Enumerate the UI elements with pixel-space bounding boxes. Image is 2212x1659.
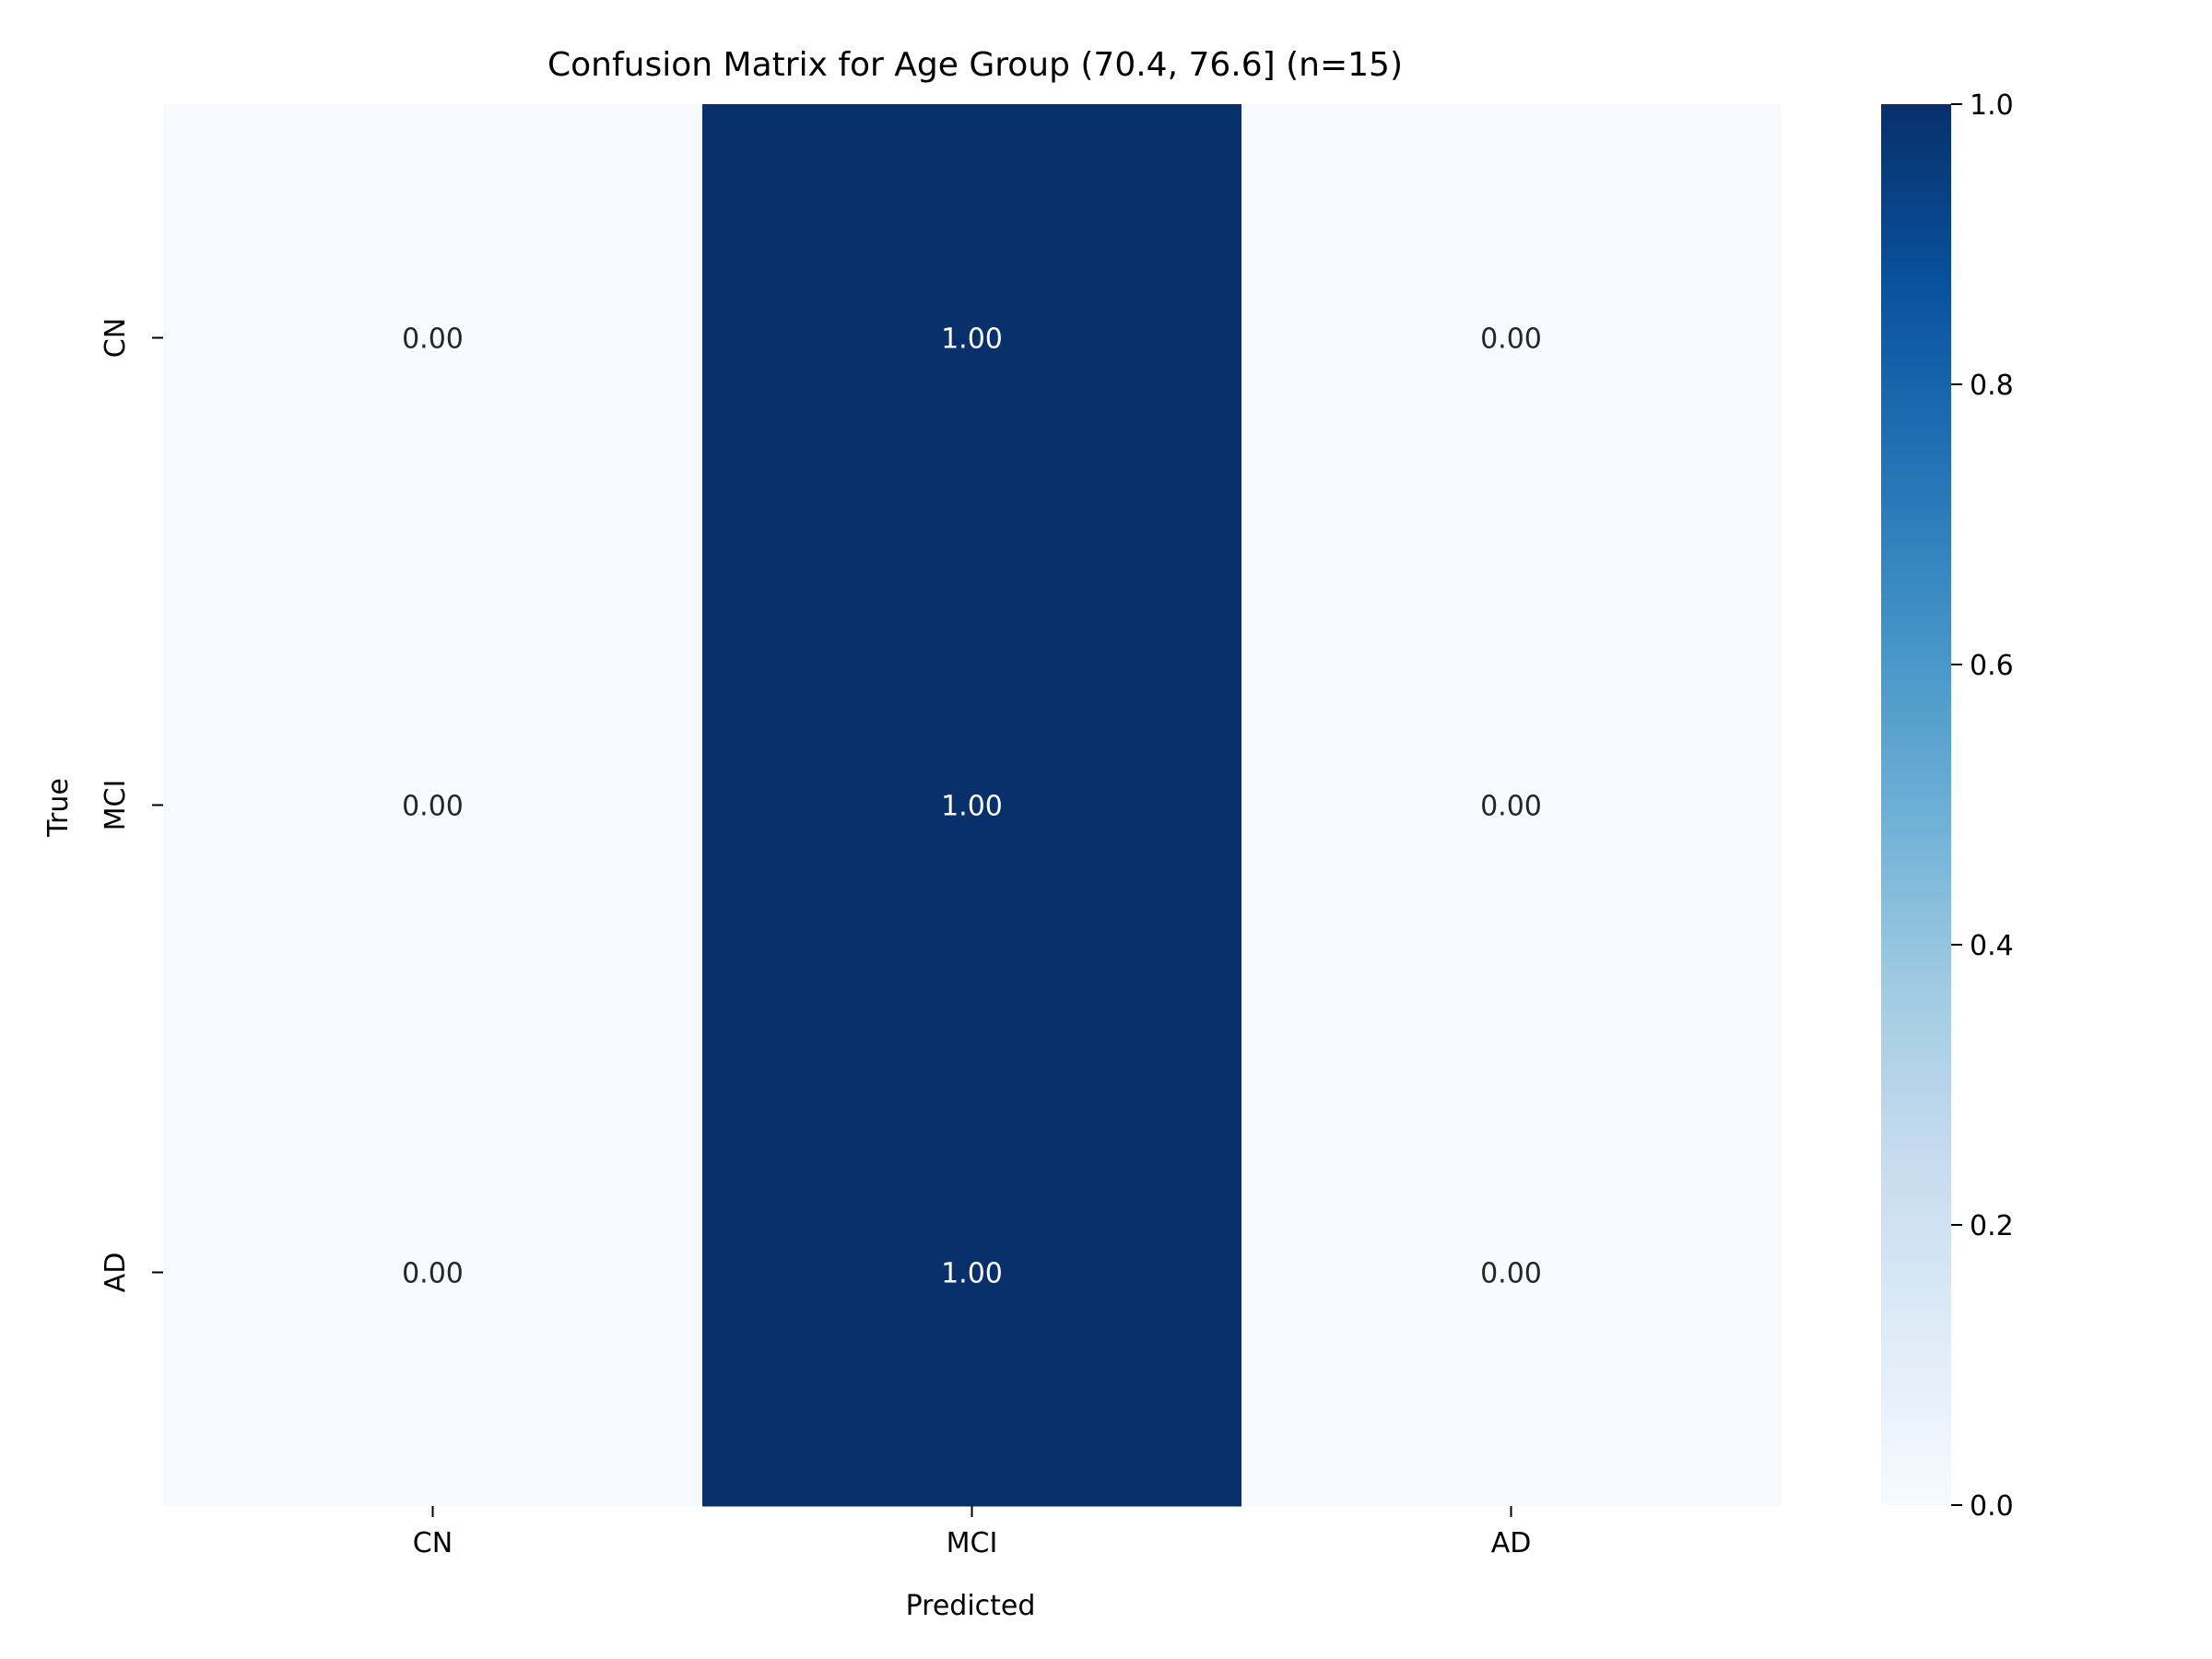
cell-annotation: 0.00 <box>1480 1258 1542 1290</box>
y-axis-label: True <box>42 778 75 838</box>
colorbar-tick-label: 0.4 <box>1970 930 2014 962</box>
cell-annotation: 0.00 <box>1480 791 1542 823</box>
x-tick-label: CN <box>413 1527 453 1559</box>
heatmap-cell-mci-cn <box>163 571 703 1040</box>
cell-annotations: 0.00 1.00 0.00 0.00 1.00 0.00 0.00 1.00 0.00 <box>402 324 1542 1290</box>
heatmap-cell-ad-mci <box>702 1039 1242 1507</box>
cell-annotation: 0.00 <box>402 791 464 823</box>
colorbar-tick-label: 0.6 <box>1970 650 2014 682</box>
heatmap-cell-cn-cn <box>163 104 703 572</box>
y-tick-label: CN <box>100 318 132 358</box>
cell-annotation: 1.00 <box>941 1258 1003 1290</box>
colorbar-tick-label: 0.2 <box>1970 1210 2014 1242</box>
heatmap-cell-ad-ad <box>1241 1039 1782 1507</box>
cell-annotation: 1.00 <box>941 791 1003 823</box>
colorbar-tick-label: 1.0 <box>1970 89 2014 122</box>
cell-annotation: 0.00 <box>402 1258 464 1290</box>
heatmap-cell-cn-mci <box>702 104 1242 572</box>
y-tick-label: MCI <box>100 780 132 831</box>
heatmap-cell-ad-cn <box>163 1039 703 1507</box>
heatmap-cell-mci-ad <box>1241 571 1782 1040</box>
colorbar-tick-label: 0.8 <box>1970 370 2014 402</box>
x-tick-label: AD <box>1491 1527 1532 1559</box>
colorbar-tick-label: 0.0 <box>1970 1490 2014 1523</box>
y-axis-ticks: CN MCI AD <box>100 318 163 1293</box>
cell-annotation: 1.00 <box>941 324 1003 356</box>
x-tick-label: MCI <box>947 1527 998 1559</box>
heatmap-cells <box>163 104 1782 1507</box>
x-axis-ticks: CN MCI AD <box>413 1506 1532 1559</box>
x-axis-label: Predicted <box>906 1590 1036 1622</box>
y-tick-label: AD <box>100 1253 132 1293</box>
colorbar-ticks: 0.0 0.2 0.4 0.6 0.8 1.0 <box>1951 89 2014 1523</box>
colorbar <box>1881 104 1951 1505</box>
cell-annotation: 0.00 <box>402 324 464 356</box>
heatmap-cell-cn-ad <box>1241 104 1782 572</box>
cell-annotation: 0.00 <box>1480 324 1542 356</box>
chart-title: Confusion Matrix for Age Group (70.4, 76… <box>547 46 1403 84</box>
heatmap-cell-mci-mci <box>702 571 1242 1040</box>
